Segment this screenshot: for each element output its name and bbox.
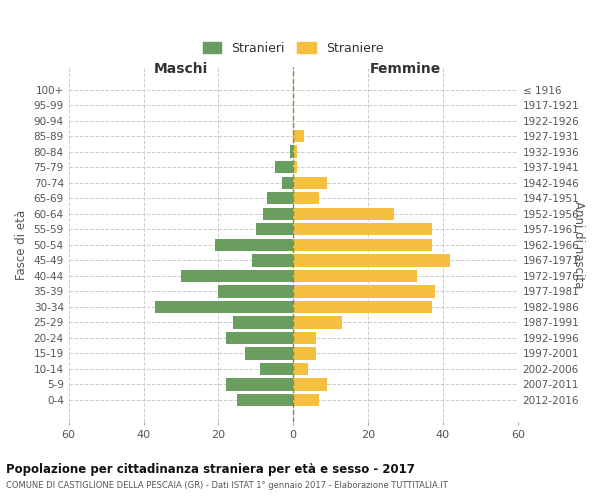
Text: COMUNE DI CASTIGLIONE DELLA PESCAIA (GR) - Dati ISTAT 1° gennaio 2017 - Elaboraz: COMUNE DI CASTIGLIONE DELLA PESCAIA (GR)… bbox=[6, 481, 448, 490]
Bar bbox=[155, 300, 293, 313]
Bar bbox=[293, 363, 308, 375]
Bar bbox=[293, 332, 316, 344]
Bar bbox=[293, 254, 451, 266]
Bar bbox=[263, 208, 293, 220]
Bar bbox=[181, 270, 293, 282]
Bar bbox=[226, 332, 293, 344]
Bar bbox=[293, 347, 316, 360]
Bar bbox=[237, 394, 293, 406]
Bar bbox=[226, 378, 293, 390]
Bar bbox=[233, 316, 293, 328]
Bar bbox=[293, 146, 297, 158]
Legend: Stranieri, Straniere: Stranieri, Straniere bbox=[199, 38, 388, 58]
Text: Popolazione per cittadinanza straniera per età e sesso - 2017: Popolazione per cittadinanza straniera p… bbox=[6, 462, 415, 475]
Text: Maschi: Maschi bbox=[154, 62, 208, 76]
Text: Femmine: Femmine bbox=[370, 62, 441, 76]
Bar bbox=[215, 238, 293, 251]
Y-axis label: Anni di nascita: Anni di nascita bbox=[572, 201, 585, 288]
Bar bbox=[293, 161, 297, 173]
Bar bbox=[293, 223, 432, 235]
Y-axis label: Fasce di età: Fasce di età bbox=[15, 210, 28, 280]
Bar bbox=[293, 130, 304, 142]
Bar bbox=[293, 270, 417, 282]
Bar bbox=[218, 285, 293, 298]
Bar bbox=[282, 176, 293, 189]
Bar bbox=[260, 363, 293, 375]
Bar bbox=[293, 192, 319, 204]
Bar bbox=[293, 300, 432, 313]
Bar bbox=[293, 176, 327, 189]
Bar bbox=[256, 223, 293, 235]
Bar bbox=[293, 238, 432, 251]
Bar bbox=[275, 161, 293, 173]
Bar bbox=[293, 316, 342, 328]
Bar bbox=[252, 254, 293, 266]
Bar bbox=[293, 394, 319, 406]
Bar bbox=[293, 208, 394, 220]
Bar bbox=[245, 347, 293, 360]
Bar bbox=[293, 285, 436, 298]
Bar bbox=[290, 146, 293, 158]
Bar bbox=[293, 378, 327, 390]
Bar bbox=[267, 192, 293, 204]
